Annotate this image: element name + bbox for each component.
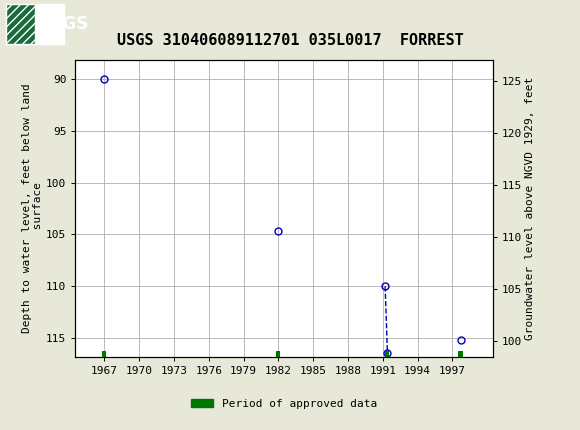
Bar xyxy=(6,4,64,43)
Bar xyxy=(6,4,35,43)
Y-axis label: Groundwater level above NGVD 1929, feet: Groundwater level above NGVD 1929, feet xyxy=(525,77,535,340)
Y-axis label: Depth to water level, feet below land
 surface: Depth to water level, feet below land su… xyxy=(21,84,44,333)
Text: USGS: USGS xyxy=(38,15,89,33)
Bar xyxy=(385,351,389,357)
Legend: Period of approved data: Period of approved data xyxy=(187,395,382,414)
Text: USGS 310406089112701 035L0017  FORREST: USGS 310406089112701 035L0017 FORREST xyxy=(117,34,463,48)
Bar xyxy=(102,351,106,357)
Bar xyxy=(276,351,280,357)
Bar xyxy=(459,351,463,357)
